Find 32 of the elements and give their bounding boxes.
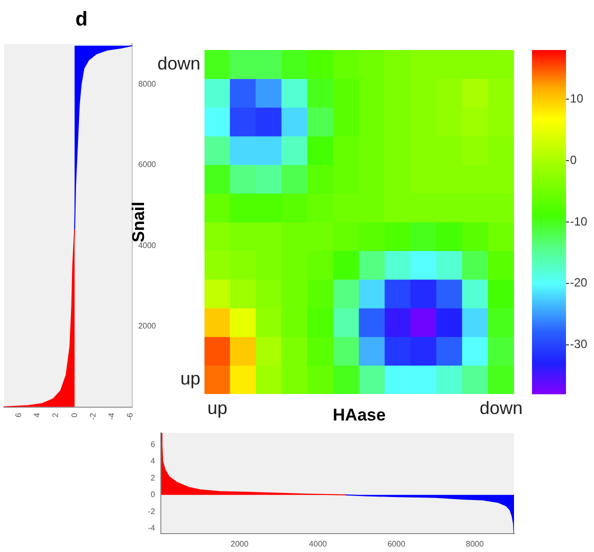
- color-bar-label: 10: [570, 91, 584, 106]
- y-tick-label: -4: [148, 524, 156, 533]
- y-tick-label: 6000: [138, 160, 157, 170]
- x-tick-label: 8000: [466, 539, 484, 548]
- y-tick-label: 8000: [138, 80, 157, 89]
- y-tick-label: down: [157, 53, 200, 74]
- x-tick-label: -2: [88, 412, 98, 420]
- x-tick-label: -4: [106, 412, 116, 420]
- y-tick-label: 2000: [138, 321, 157, 330]
- x-tick-label: 4000: [309, 539, 328, 548]
- y-tick-label: 0: [150, 490, 156, 500]
- x-tick-label: 2: [51, 412, 60, 418]
- x-tick-label: -6: [126, 412, 135, 420]
- x-tick-label: down: [480, 398, 523, 418]
- color-bar-label: -30: [570, 337, 588, 352]
- x-axis-title: HAase: [332, 405, 386, 424]
- y-tick-label: -2: [148, 506, 156, 516]
- x-tick-label: 4: [32, 412, 42, 418]
- y-axis-title: Snail: [128, 202, 148, 242]
- x-tick-label: 0: [70, 412, 79, 418]
- x-tick-label: 6000: [387, 539, 406, 548]
- color-bar-label: -10: [570, 214, 588, 228]
- x-tick-label: 2000: [230, 539, 249, 548]
- x-tick-label: up: [207, 398, 228, 418]
- y-tick-label: 2: [150, 473, 156, 482]
- y-tick-label: 4000: [138, 240, 157, 250]
- color-bar-label: -20: [570, 276, 588, 290]
- x-tick-label: 6: [14, 412, 24, 418]
- y-tick-label: 6: [150, 440, 156, 449]
- y-tick-label: 4: [150, 456, 156, 466]
- color-bar-label: 0: [570, 152, 577, 167]
- chart-title: d: [75, 8, 88, 31]
